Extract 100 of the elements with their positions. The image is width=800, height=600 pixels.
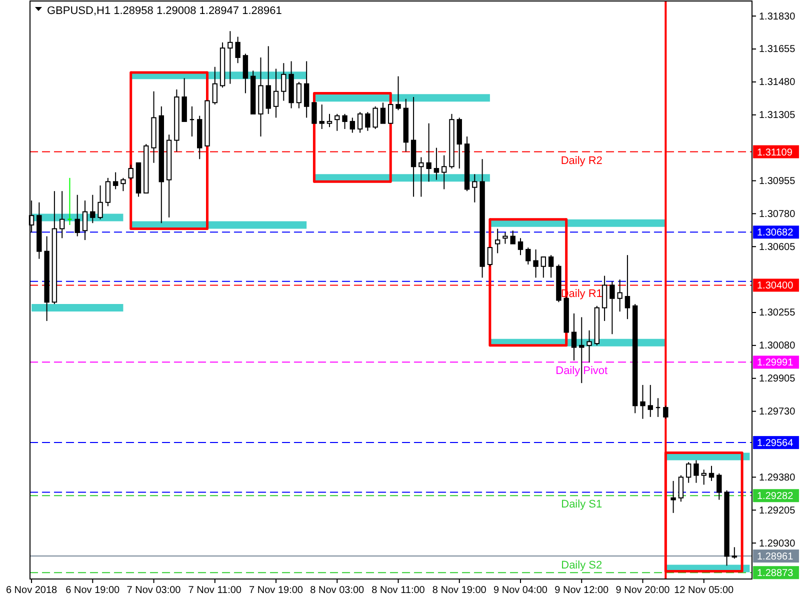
ref-line-label: 1.28961 [757,552,794,563]
candlestick [212,66,218,106]
candlestick [266,46,271,114]
candlestick [648,384,653,418]
candlestick [487,247,493,267]
y-tick-label: 1.31830 [759,11,796,22]
candlestick [670,480,676,514]
candlestick [426,122,432,182]
candlestick [610,280,615,335]
candlestick [67,177,72,226]
candlestick [732,546,738,560]
candlestick [571,312,577,361]
candlestick [98,184,103,220]
candlestick [526,247,531,265]
y-tick-label: 1.31655 [759,44,796,56]
candlestick [472,174,478,203]
y-tick-label: 1.29030 [759,538,796,550]
candlestick [112,172,118,190]
candlestick [273,68,279,118]
candlestick [281,62,286,102]
x-tick-label: 9 Nov 04:00 [494,585,548,596]
candlestick [235,36,240,64]
candlestick [388,104,394,124]
candlestick [105,177,111,207]
candlestick [442,154,447,190]
candlestick [701,469,706,486]
candlestick [510,230,516,244]
candlestick [90,194,96,224]
x-tick-label: 8 Nov 03:00 [310,585,365,596]
y-tick-label: 1.30255 [759,308,796,319]
y-tick-label: 1.29205 [759,505,796,516]
candlestick [579,316,584,384]
x-tick-label: 8 Nov 19:00 [432,585,487,596]
candlestick [365,112,370,132]
y-tick-label: 1.30955 [759,176,796,187]
candlestick [342,113,348,130]
x-tick-label: 8 Nov 11:00 [372,585,426,596]
candlestick [602,275,608,322]
annotation: Daily S1 [561,498,602,511]
y-tick-label: 1.31480 [759,77,796,88]
ref-line-label: 1.28873 [757,568,794,580]
candlestick [350,117,356,134]
y-tick-label: 1.31305 [759,110,796,122]
x-tick-label: 12 Nov 05:00 [674,585,734,596]
candlestick [228,30,233,84]
ref-line-label: 1.31109 [757,147,793,158]
x-tick-label: 7 Nov 11:00 [188,585,242,596]
candlestick [326,113,332,128]
candlestick [82,200,88,241]
candlestick [708,465,714,482]
x-tick-label: 7 Nov 19:00 [249,585,304,596]
x-tick-label: 7 Nov 03:00 [126,585,182,596]
candlestick [242,53,248,94]
y-tick-label: 1.30080 [759,340,796,352]
candlestick [663,405,668,420]
x-tick-label: 9 Nov 12:00 [554,585,610,596]
candlestick [59,190,65,239]
candlestick [296,81,302,109]
candlestick [678,474,684,502]
candlestick [617,279,622,312]
candlestick [418,156,424,198]
annotation: Daily Pivot [556,365,608,378]
candlestick [312,102,317,124]
candlestick [716,472,722,500]
candlestick [396,76,401,111]
ref-line-label: 1.29282 [757,491,794,502]
y-tick-label: 1.29905 [759,374,796,385]
x-tick-label: 6 Nov 2018 [6,585,58,596]
candlestick [372,106,378,130]
ref-line-label: 1.30400 [757,280,794,292]
ref-line-label: 1.29991 [757,358,794,369]
candlestick [533,248,538,278]
candlestick [304,60,310,118]
candlestick [357,112,363,134]
candlestick [319,104,324,130]
y-tick-label: 1.30605 [759,242,796,253]
candlestick [694,460,699,484]
candlestick [686,462,692,484]
candlestick [74,194,80,237]
candlestick [502,232,508,244]
candlestick [494,228,500,254]
candlestick [548,254,554,278]
annotation: Daily R2 [560,154,602,167]
candlestick [540,256,546,278]
x-tick-label: 9 Nov 20:00 [616,585,670,596]
candlestick [380,102,386,124]
x-tick-label: 6 Nov 19:00 [66,585,120,596]
candlestick [586,330,592,363]
y-tick-label: 1.29380 [759,472,796,484]
ref-line-label: 1.29564 [757,438,794,450]
candlestick [624,254,630,320]
candlestick [640,384,646,420]
annotation: Daily S2 [561,560,602,572]
chart-title: GBPUSD,H1 1.28958 1.29008 1.28947 1.28961 [47,5,282,17]
candlestick [128,164,134,180]
candlestick [518,238,524,256]
candlestick [334,113,340,132]
candlestick [434,147,440,180]
ref-line-label: 1.30682 [757,228,794,239]
candlestick [120,177,126,192]
